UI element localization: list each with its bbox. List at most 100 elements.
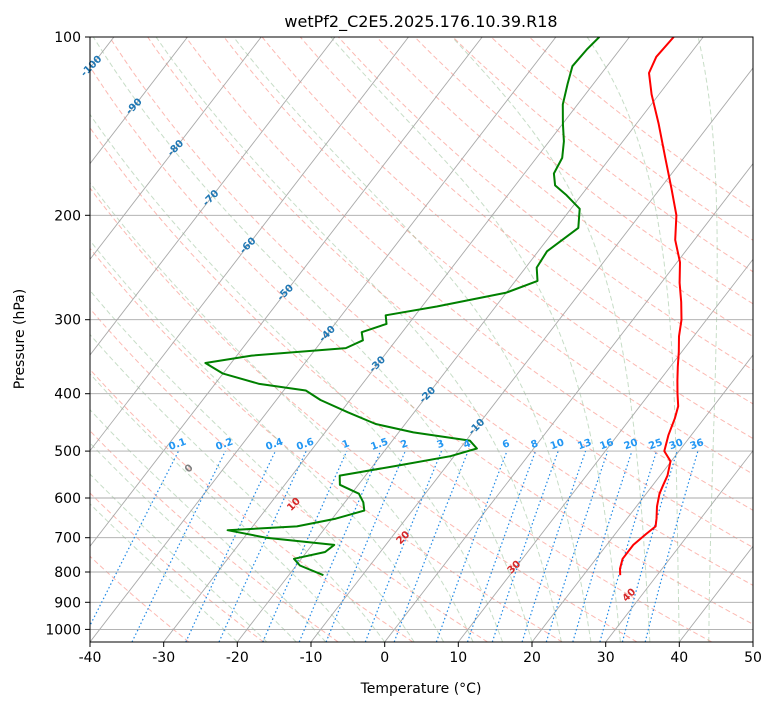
isotherm-line	[90, 37, 557, 642]
x-tick-label: 0	[380, 650, 389, 666]
dry-adiabat-line	[299, 37, 753, 405]
mixing-ratio-line	[572, 450, 633, 642]
axis-ticks: -40 -30 -20 -10 0 10 20 30 40 50 100 200 300 400 500 60…	[45, 30, 762, 666]
dry-adiabat-line	[261, 37, 753, 440]
isotherm-line	[236, 37, 704, 642]
mixing-ratio-line	[621, 450, 678, 642]
moist-adiabat-line	[330, 37, 621, 642]
y-tick-label: 100	[54, 30, 81, 46]
mixing-ratio-label: 30	[668, 437, 685, 452]
x-tick-label: 30	[597, 650, 615, 666]
x-tick-label: 20	[523, 650, 541, 666]
y-tick-label: 500	[54, 444, 81, 460]
isotherm-line	[384, 162, 753, 642]
y-tick-label: 800	[54, 565, 81, 581]
isotherm-line	[90, 37, 483, 548]
dry-adiabat-line	[338, 37, 753, 371]
isotherm-line	[90, 37, 188, 165]
y-tick-label: 700	[54, 531, 81, 547]
moist-adiabat-line	[92, 37, 533, 642]
y-tick-label: 600	[54, 491, 81, 507]
mixing-ratio-line	[545, 450, 609, 642]
dry-adiabat-line	[490, 37, 753, 241]
moist-adiabat-line	[586, 37, 680, 642]
y-tick-label: 300	[54, 313, 81, 329]
moist-adiabat-line	[451, 37, 651, 642]
x-tick-label: 50	[744, 650, 762, 666]
x-tick-label: -40	[79, 650, 102, 666]
dry-adiabat-line	[90, 65, 753, 625]
moist-adiabat-line	[90, 113, 503, 642]
mixing-ratio-line	[185, 450, 276, 642]
dry-adiabat-line	[90, 247, 563, 642]
mixing-ratio-label: 16	[598, 437, 615, 452]
x-tick-label: -30	[152, 650, 175, 666]
mixing-ratio-label: 25	[647, 437, 664, 452]
mixing-ratio-line	[644, 450, 699, 642]
dry-adiabat-line	[90, 187, 638, 642]
temperature-profile-line	[619, 37, 683, 576]
mixing-ratio-label: 4	[462, 438, 472, 451]
dry-adiabat-line	[90, 368, 414, 642]
plot-lines	[90, 37, 753, 642]
x-axis-label: Temperature (°C)	[360, 681, 482, 697]
dry-adiabat-line	[90, 126, 712, 642]
mixing-ratio-line	[521, 450, 587, 642]
isotherm-line	[752, 641, 753, 642]
mixing-ratio-line	[599, 450, 658, 642]
moist-adiabat-line	[697, 37, 718, 642]
y-axis-label: Pressure (hPa)	[12, 289, 28, 389]
mixing-ratio-label: 8	[529, 438, 539, 451]
y-tick-label: 200	[54, 208, 81, 224]
dry-adiabat-line	[414, 37, 753, 305]
mixing-ratio-label: 6	[501, 438, 511, 451]
moist-adiabat-line	[90, 473, 268, 642]
isotherm-line	[457, 258, 753, 642]
isotherm-line	[605, 449, 753, 642]
y-tick-label: 1000	[45, 622, 81, 638]
mixing-ratio-line	[298, 450, 382, 642]
mixing-ratio-line	[435, 450, 508, 642]
mixing-ratio-line	[466, 450, 537, 642]
y-tick-label: 400	[54, 387, 81, 403]
x-tick-label: -20	[226, 650, 249, 666]
moist-adiabat-line	[90, 289, 415, 642]
dry-adiabat-line	[528, 37, 753, 210]
moist-adiabat-line	[90, 409, 327, 642]
isotherm-line	[163, 37, 630, 642]
isotherm-line	[90, 37, 336, 356]
dewpoint-profile-line	[204, 37, 601, 577]
x-tick-label: 10	[449, 650, 467, 666]
isotherm-line	[90, 37, 409, 452]
x-tick-label: 40	[670, 650, 688, 666]
mixing-ratio-label: 20	[623, 437, 640, 452]
y-tick-label: 900	[54, 595, 81, 611]
moist-adiabat-line	[90, 181, 474, 642]
mixing-ratio-label: 3	[435, 438, 445, 451]
dry-adiabat-line	[109, 37, 753, 586]
isotherm-line	[531, 354, 753, 642]
plot-background	[90, 37, 753, 642]
mixing-ratio-line	[325, 450, 406, 642]
mixing-ratio-label: 1	[341, 438, 351, 451]
isotherm-line	[310, 67, 753, 642]
mixing-ratio-line	[491, 450, 559, 642]
moist-adiabat-line	[232, 37, 592, 642]
moist-adiabat-line	[90, 373, 356, 642]
plot-frame	[89, 36, 754, 643]
mixing-ratio-label: 2	[399, 438, 409, 451]
dry-adiabat-line	[185, 37, 753, 511]
chart-title: wetPf2_C2E5.2025.176.10.39.R18	[284, 12, 557, 32]
isotherm-line	[90, 37, 262, 261]
dry-adiabat-line	[147, 37, 753, 548]
moist-adiabat-line	[90, 442, 297, 642]
mixing-ratio-label: 36	[689, 437, 706, 452]
mixing-ratio-line	[131, 450, 226, 642]
mixing-ratio-line	[218, 450, 307, 642]
moist-adiabat-line	[90, 239, 445, 642]
moist-adiabat-line	[155, 37, 562, 642]
plot-line-labels: 0.1 0.2 0.4 0.6 1 1.5 2 3 4 6 8 10 13 16 20 25 30 36-100-…	[79, 54, 705, 604]
mixing-ratio-label: 10	[549, 437, 566, 452]
mixing-ratio-label: 13	[576, 437, 593, 452]
